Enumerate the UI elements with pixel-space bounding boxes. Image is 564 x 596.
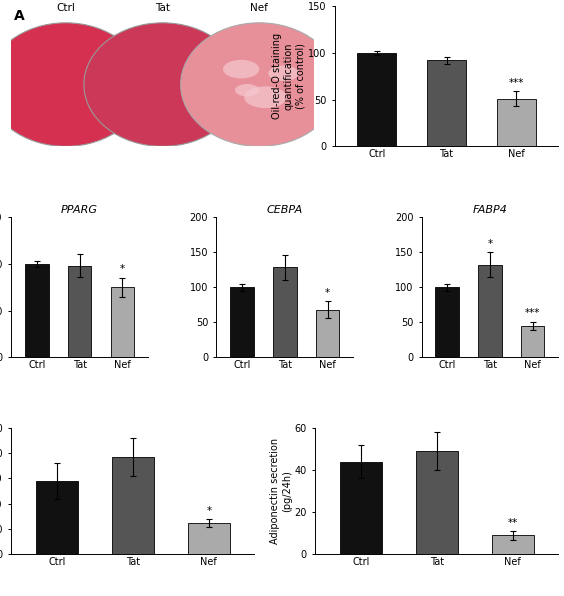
Text: *: * [206,506,212,516]
Bar [358,53,396,147]
Text: Ctrl: Ctrl [56,3,75,13]
Y-axis label: Oil-red-O staining
quantification
(% of control): Oil-red-O staining quantification (% of … [272,33,305,119]
Text: A: A [14,9,25,23]
Bar [273,268,297,358]
Bar [36,481,78,554]
Bar [340,462,382,554]
Title: FABP4: FABP4 [473,205,508,215]
Title: PPARG: PPARG [61,205,98,215]
Bar [435,287,459,358]
Text: *: * [120,264,125,274]
Bar [492,535,534,554]
Bar [230,287,254,358]
Bar [497,98,536,147]
Text: Tat: Tat [155,3,170,13]
Bar [25,264,49,358]
Ellipse shape [235,84,259,97]
Ellipse shape [244,86,287,108]
Text: Nef: Nef [250,3,268,13]
Bar [68,266,91,358]
Bar [188,523,230,554]
Y-axis label: Adiponectin secretion
(pg/24h): Adiponectin secretion (pg/24h) [270,438,292,544]
Text: **: ** [508,518,518,528]
Text: ***: *** [509,77,524,88]
Text: ***: *** [525,308,540,318]
Bar [416,451,457,554]
Ellipse shape [0,23,144,147]
Bar [478,265,502,358]
Text: *: * [325,288,330,297]
Bar [521,326,544,358]
Ellipse shape [180,23,338,147]
Bar [316,309,340,358]
Bar [428,60,466,147]
Ellipse shape [223,60,259,79]
Text: *: * [487,238,492,249]
Bar [111,287,134,358]
Bar [112,457,154,554]
Ellipse shape [84,23,241,147]
Ellipse shape [268,66,298,81]
Title: CEBPA: CEBPA [267,205,303,215]
